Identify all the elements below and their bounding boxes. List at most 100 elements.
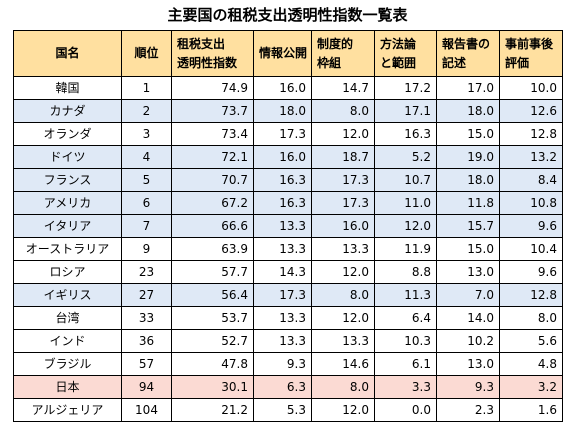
cell-transparency-index: 47.8 (171, 352, 254, 376)
cell-information-disclosure: 16.0 (253, 76, 312, 100)
cell-country: ブラジル (13, 352, 122, 376)
cell-report-description: 15.0 (436, 237, 500, 261)
cell-rank: 4 (121, 145, 172, 169)
cell-transparency-index: 56.4 (171, 283, 254, 307)
table-row: イギリス 27 56.4 17.3 8.0 11.3 7.0 12.8 (13, 283, 563, 307)
cell-transparency-index: 67.2 (171, 191, 254, 215)
cell-institutional-framework: 12.0 (311, 306, 375, 330)
cell-transparency-index: 30.1 (171, 375, 254, 399)
cell-methodology-scope: 11.9 (374, 237, 437, 261)
table-row: 韓国 1 74.9 16.0 14.7 17.2 17.0 10.0 (13, 76, 563, 100)
cell-rank: 5 (121, 168, 172, 192)
cell-information-disclosure: 13.3 (253, 237, 312, 261)
cell-institutional-framework: 17.3 (311, 191, 375, 215)
cell-transparency-index: 63.9 (171, 237, 254, 261)
cell-evaluation: 12.6 (499, 99, 563, 123)
cell-information-disclosure: 6.3 (253, 375, 312, 399)
header-transparency-index: 租税支出 透明性指数 (171, 30, 254, 77)
cell-methodology-scope: 16.3 (374, 122, 437, 146)
table-row: ブラジル 57 47.8 9.3 14.6 6.1 13.0 4.8 (13, 352, 563, 376)
cell-evaluation: 10.0 (499, 76, 563, 100)
cell-report-description: 15.7 (436, 214, 500, 238)
table-row: オーストラリア 9 63.9 13.3 13.3 11.9 15.0 10.4 (13, 237, 563, 261)
cell-institutional-framework: 12.0 (311, 122, 375, 146)
cell-methodology-scope: 17.2 (374, 76, 437, 100)
cell-report-description: 13.0 (436, 352, 500, 376)
table-row: カナダ 2 73.7 18.0 8.0 17.1 18.0 12.6 (13, 99, 563, 123)
cell-rank: 33 (121, 306, 172, 330)
cell-evaluation: 3.2 (499, 375, 563, 399)
cell-transparency-index: 72.1 (171, 145, 254, 169)
cell-methodology-scope: 10.7 (374, 168, 437, 192)
cell-report-description: 11.8 (436, 191, 500, 215)
cell-institutional-framework: 16.0 (311, 214, 375, 238)
cell-transparency-index: 66.6 (171, 214, 254, 238)
table-row: アメリカ 6 67.2 16.3 17.3 11.0 11.8 10.8 (13, 191, 563, 215)
cell-evaluation: 9.6 (499, 260, 563, 284)
cell-information-disclosure: 17.3 (253, 122, 312, 146)
cell-report-description: 14.0 (436, 306, 500, 330)
cell-information-disclosure: 18.0 (253, 99, 312, 123)
cell-institutional-framework: 14.6 (311, 352, 375, 376)
cell-evaluation: 8.4 (499, 168, 563, 192)
table-row: アルジェリア 104 21.2 5.3 12.0 0.0 2.3 1.6 (13, 398, 563, 422)
cell-institutional-framework: 18.7 (311, 145, 375, 169)
cell-rank: 3 (121, 122, 172, 146)
cell-evaluation: 10.4 (499, 237, 563, 261)
cell-evaluation: 12.8 (499, 122, 563, 146)
cell-rank: 27 (121, 283, 172, 307)
cell-institutional-framework: 14.7 (311, 76, 375, 100)
cell-rank: 57 (121, 352, 172, 376)
cell-report-description: 2.3 (436, 398, 500, 422)
table-body: 韓国 1 74.9 16.0 14.7 17.2 17.0 10.0 カナダ 2 73.7 18.0 8… (13, 76, 563, 422)
header-methodology-scope: 方法論 と範囲 (374, 30, 437, 77)
cell-transparency-index: 57.7 (171, 260, 254, 284)
cell-transparency-index: 21.2 (171, 398, 254, 422)
cell-methodology-scope: 6.4 (374, 306, 437, 330)
cell-information-disclosure: 16.3 (253, 191, 312, 215)
header-country: 国名 (13, 30, 122, 77)
table-row: オランダ 3 73.4 17.3 12.0 16.3 15.0 12.8 (13, 122, 563, 146)
cell-methodology-scope: 6.1 (374, 352, 437, 376)
cell-institutional-framework: 17.3 (311, 168, 375, 192)
cell-rank: 2 (121, 99, 172, 123)
cell-methodology-scope: 8.8 (374, 260, 437, 284)
cell-evaluation: 10.8 (499, 191, 563, 215)
cell-rank: 23 (121, 260, 172, 284)
cell-institutional-framework: 8.0 (311, 375, 375, 399)
header-information-disclosure: 情報公開 (253, 30, 312, 77)
header-report-description: 報告書の 記述 (436, 30, 500, 77)
cell-rank: 7 (121, 214, 172, 238)
cell-methodology-scope: 11.0 (374, 191, 437, 215)
cell-methodology-scope: 10.3 (374, 329, 437, 353)
cell-transparency-index: 73.7 (171, 99, 254, 123)
cell-transparency-index: 73.4 (171, 122, 254, 146)
cell-country: フランス (13, 168, 122, 192)
cell-evaluation: 13.2 (499, 145, 563, 169)
table-row: インド 36 52.7 13.3 13.3 10.3 10.2 5.6 (13, 329, 563, 353)
cell-evaluation: 9.6 (499, 214, 563, 238)
table-title: 主要国の租税支出透明性指数一覧表 (167, 6, 408, 24)
cell-country: オランダ (13, 122, 122, 146)
cell-information-disclosure: 16.3 (253, 168, 312, 192)
cell-report-description: 15.0 (436, 122, 500, 146)
cell-rank: 36 (121, 329, 172, 353)
cell-information-disclosure: 17.3 (253, 283, 312, 307)
cell-information-disclosure: 14.3 (253, 260, 312, 284)
header-institutional-framework: 制度的 枠組 (311, 30, 375, 77)
cell-country: アルジェリア (13, 398, 122, 422)
transparency-index-table: 国名 順位 租税支出 透明性指数 情報公開 制度的 枠組 方法論 と範囲 (13, 30, 563, 422)
table-row: ドイツ 4 72.1 16.0 18.7 5.2 19.0 13.2 (13, 145, 563, 169)
cell-report-description: 9.3 (436, 375, 500, 399)
cell-report-description: 19.0 (436, 145, 500, 169)
cell-report-description: 7.0 (436, 283, 500, 307)
table-row: イタリア 7 66.6 13.3 16.0 12.0 15.7 9.6 (13, 214, 563, 238)
cell-country: ロシア (13, 260, 122, 284)
cell-methodology-scope: 5.2 (374, 145, 437, 169)
cell-country: カナダ (13, 99, 122, 123)
cell-transparency-index: 70.7 (171, 168, 254, 192)
cell-country: インド (13, 329, 122, 353)
cell-evaluation: 1.6 (499, 398, 563, 422)
cell-country: アメリカ (13, 191, 122, 215)
cell-country: 日本 (13, 375, 122, 399)
